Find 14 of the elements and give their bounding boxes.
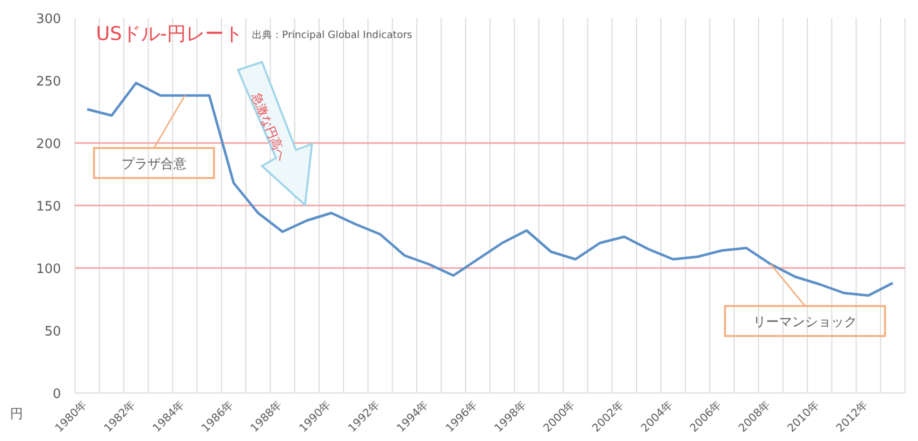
y-tick-label: 100 xyxy=(36,262,61,277)
line-series xyxy=(86,82,894,297)
y-tick-label: 50 xyxy=(44,324,61,340)
annotation: リーマンショック xyxy=(753,315,857,330)
chart-title: USドル-円レート xyxy=(96,23,243,45)
y-tick-label: 300 xyxy=(36,12,61,27)
y-tick-label: 200 xyxy=(36,137,61,152)
annotation: 急激な円高へ xyxy=(248,90,290,163)
y-tick-label: 250 xyxy=(36,74,61,90)
text: 出典：Principal Global Indicators xyxy=(252,29,412,41)
annotation: プラザ合意 xyxy=(122,157,186,172)
y-tick-label: 150 xyxy=(36,200,61,214)
y-axis-title: 円 xyxy=(10,407,23,422)
y-tick-label: 0 xyxy=(52,387,61,402)
